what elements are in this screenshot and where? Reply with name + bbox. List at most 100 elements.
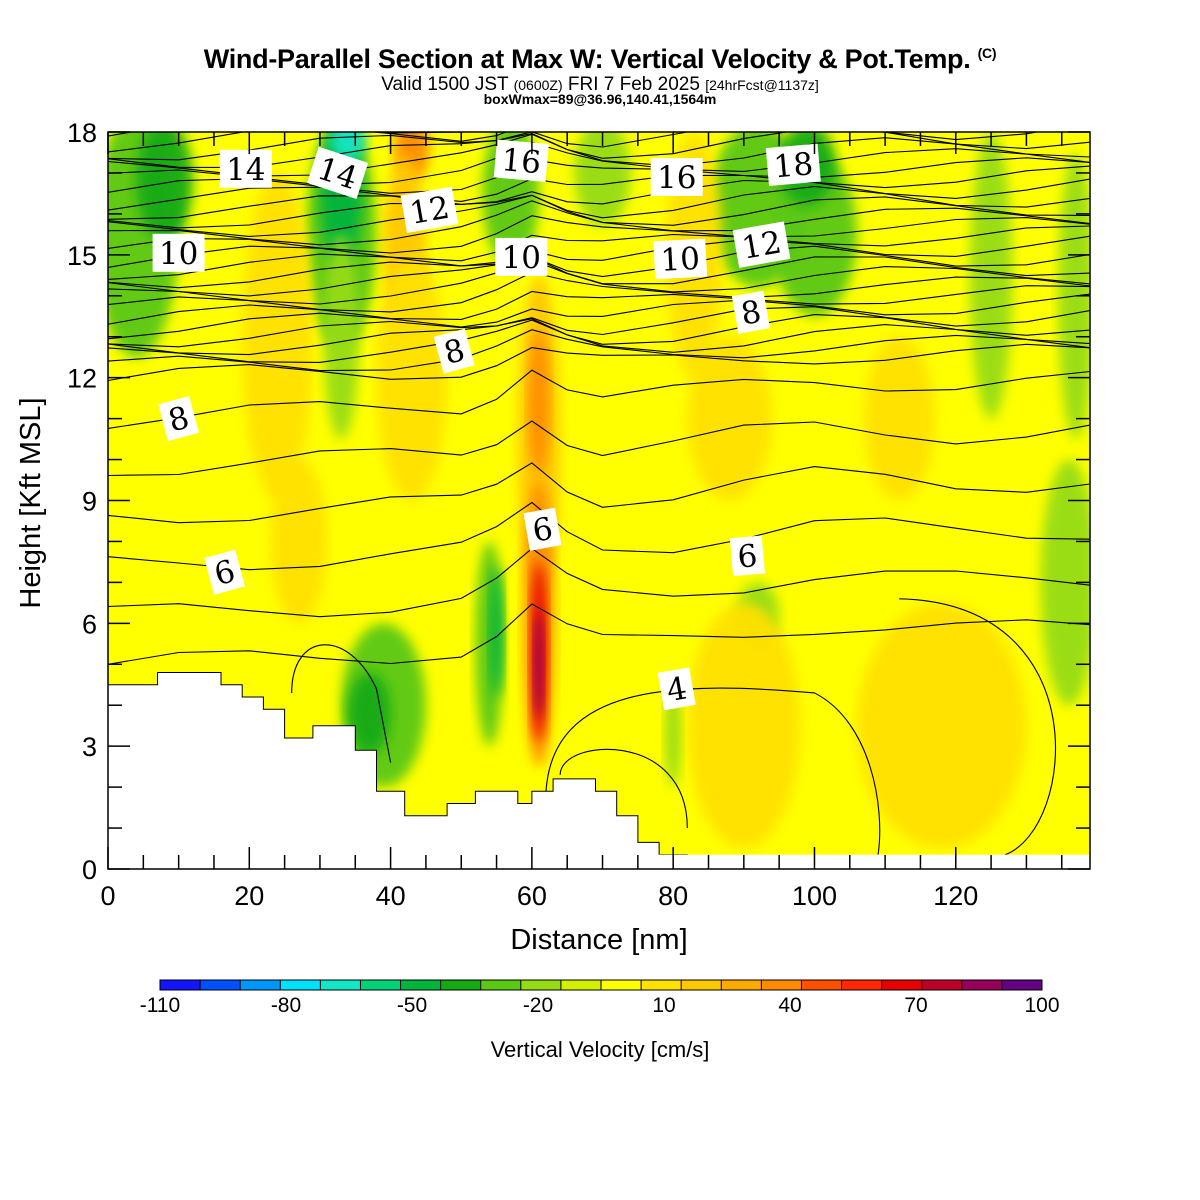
colorbar-label-2: -50 <box>397 994 427 1017</box>
y-tick-label-15: 15 <box>67 241 97 271</box>
contour-label-1: 14 <box>307 146 369 200</box>
axes: 0 20 40 60 80 100 120 0 3 6 9 12 15 18 <box>67 118 1090 911</box>
x-tick-label-80: 80 <box>658 881 688 911</box>
colorbar-swatch-9 <box>520 980 562 990</box>
theta-contour-28 <box>108 132 1090 169</box>
colorbar-swatch-16 <box>801 980 843 990</box>
contour-labels: 14 14 16 16 18 12 12 10 10 10 8 8 8 6 6 6 4 <box>152 139 821 711</box>
contour-label-3: 16 <box>650 158 703 196</box>
theta-contour-20 <box>108 200 1090 246</box>
theta-contour-9 <box>108 314 1090 356</box>
theta-contour-10 <box>108 306 1090 348</box>
w-cell-27 <box>534 611 544 718</box>
colorbar-label-1: -80 <box>271 994 301 1017</box>
contour-label-7: 10 <box>152 233 205 272</box>
contour-label-bg-11 <box>433 328 475 374</box>
theta-contour-low-far-east <box>899 598 1056 856</box>
contour-label-bg-14 <box>729 535 765 577</box>
colorbar-swatch-11 <box>601 980 642 990</box>
w-cell-33 <box>856 602 1027 849</box>
y-axis-title: Height [Kft MSL] <box>15 397 47 608</box>
y-tick-label-12: 12 <box>67 364 97 394</box>
colorbar-label-5: 40 <box>778 994 801 1017</box>
contour-label-16: 4 <box>657 667 696 711</box>
x-axis-title: Distance [nm] <box>510 924 687 956</box>
chart-title: Wind-Parallel Section at Max W: Vertical… <box>0 44 1200 75</box>
colorbar-label-7: 100 <box>1024 994 1059 1017</box>
w-cell-16 <box>489 566 504 698</box>
potential-temperature-contours <box>108 85 1090 856</box>
terrain-profile <box>108 672 688 869</box>
subtitle-utc: (0600Z) <box>513 77 563 93</box>
y-tick-label-18: 18 <box>67 118 97 148</box>
theta-contour-19 <box>108 215 1090 254</box>
colorbar-swatch-14 <box>721 980 762 990</box>
x-tick-label-40: 40 <box>376 881 406 911</box>
subtitle-date: FRI 7 Feb 2025 <box>567 74 700 95</box>
theta-contour-22 <box>108 185 1090 229</box>
colorbar-label-0: -110 <box>140 994 180 1017</box>
contour-label-bg-4 <box>765 143 821 186</box>
x-tick-label-100: 100 <box>792 881 837 911</box>
contour-label-11: 8 <box>433 328 475 374</box>
w-cell-34 <box>863 336 935 501</box>
theta-contour-low-east <box>545 687 881 855</box>
contour-label-bg-15 <box>204 549 245 595</box>
contour-label-text-0: 14 <box>226 152 265 188</box>
contour-label-8: 10 <box>495 237 548 276</box>
theta-contour-12 <box>108 285 1090 325</box>
contour-label-text-3: 16 <box>657 160 696 196</box>
contour-label-15: 6 <box>204 549 245 595</box>
contour-label-bg-16 <box>657 667 696 711</box>
theta-contour-23 <box>108 178 1090 220</box>
theta-contour-32 <box>108 85 1090 125</box>
contour-label-bg-0 <box>219 149 272 188</box>
subtitle-forecast: [24hrFcst@1137z] <box>705 77 819 93</box>
colorbar-swatch-18 <box>881 980 923 990</box>
contour-label-10: 8 <box>731 290 770 334</box>
colorbar-label-4: 10 <box>652 994 675 1017</box>
theta-contour-2 <box>108 501 1090 571</box>
terrain <box>108 672 1090 869</box>
contour-label-2: 16 <box>493 139 549 182</box>
theta-contour-17 <box>108 235 1090 280</box>
colorbar-swatch-6 <box>400 980 442 990</box>
colorbar-swatch-10 <box>560 980 602 990</box>
contour-label-bg-13 <box>523 507 562 551</box>
w-cell-29 <box>270 459 328 624</box>
contour-label-14: 6 <box>729 535 765 577</box>
y-tick-label-6: 6 <box>82 609 97 639</box>
contour-label-bg-8 <box>495 237 548 276</box>
theta-contour-4 <box>108 420 1090 477</box>
colorbar-swatch-17 <box>841 980 883 990</box>
contour-label-bg-9 <box>653 238 708 280</box>
contour-label-text-9: 10 <box>660 241 701 279</box>
contour-label-text-14: 6 <box>736 538 759 576</box>
w-cell-31 <box>687 336 773 501</box>
contour-label-text-2: 16 <box>500 142 542 181</box>
contour-label-text-8: 10 <box>502 240 541 276</box>
chart-subtitle-box-wmax: boxWmax=89@36.96,140.41,1564m <box>483 91 717 107</box>
theta-contour-18 <box>108 225 1090 268</box>
colorbar-swatch-3 <box>280 980 321 990</box>
colorbar-title: Vertical Velocity [cm/s] <box>491 1037 710 1062</box>
colorbar-swatch-0 <box>160 980 201 990</box>
colorbar-swatch-15 <box>761 980 802 990</box>
theta-contour-15 <box>108 256 1090 297</box>
theta-contour-11 <box>108 293 1090 340</box>
subtitle-valid: Valid 1500 JST <box>381 74 509 95</box>
theta-contour-16 <box>108 245 1090 289</box>
theta-contour-24 <box>108 165 1090 211</box>
w-cell-22 <box>376 254 448 501</box>
colorbar-swatch-5 <box>360 980 402 990</box>
theta-contour-low-center <box>559 748 688 829</box>
contour-label-text-5: 12 <box>407 190 452 232</box>
theta-contour-0 <box>108 603 1090 665</box>
colorbar-frame <box>159 979 1043 991</box>
colorbar-swatch-7 <box>440 980 482 990</box>
colorbar-label-6: 70 <box>904 994 927 1017</box>
contour-label-bg-7 <box>152 233 205 272</box>
colorbar-swatch-12 <box>641 980 682 990</box>
colorbar-swatch-20 <box>961 980 1003 990</box>
